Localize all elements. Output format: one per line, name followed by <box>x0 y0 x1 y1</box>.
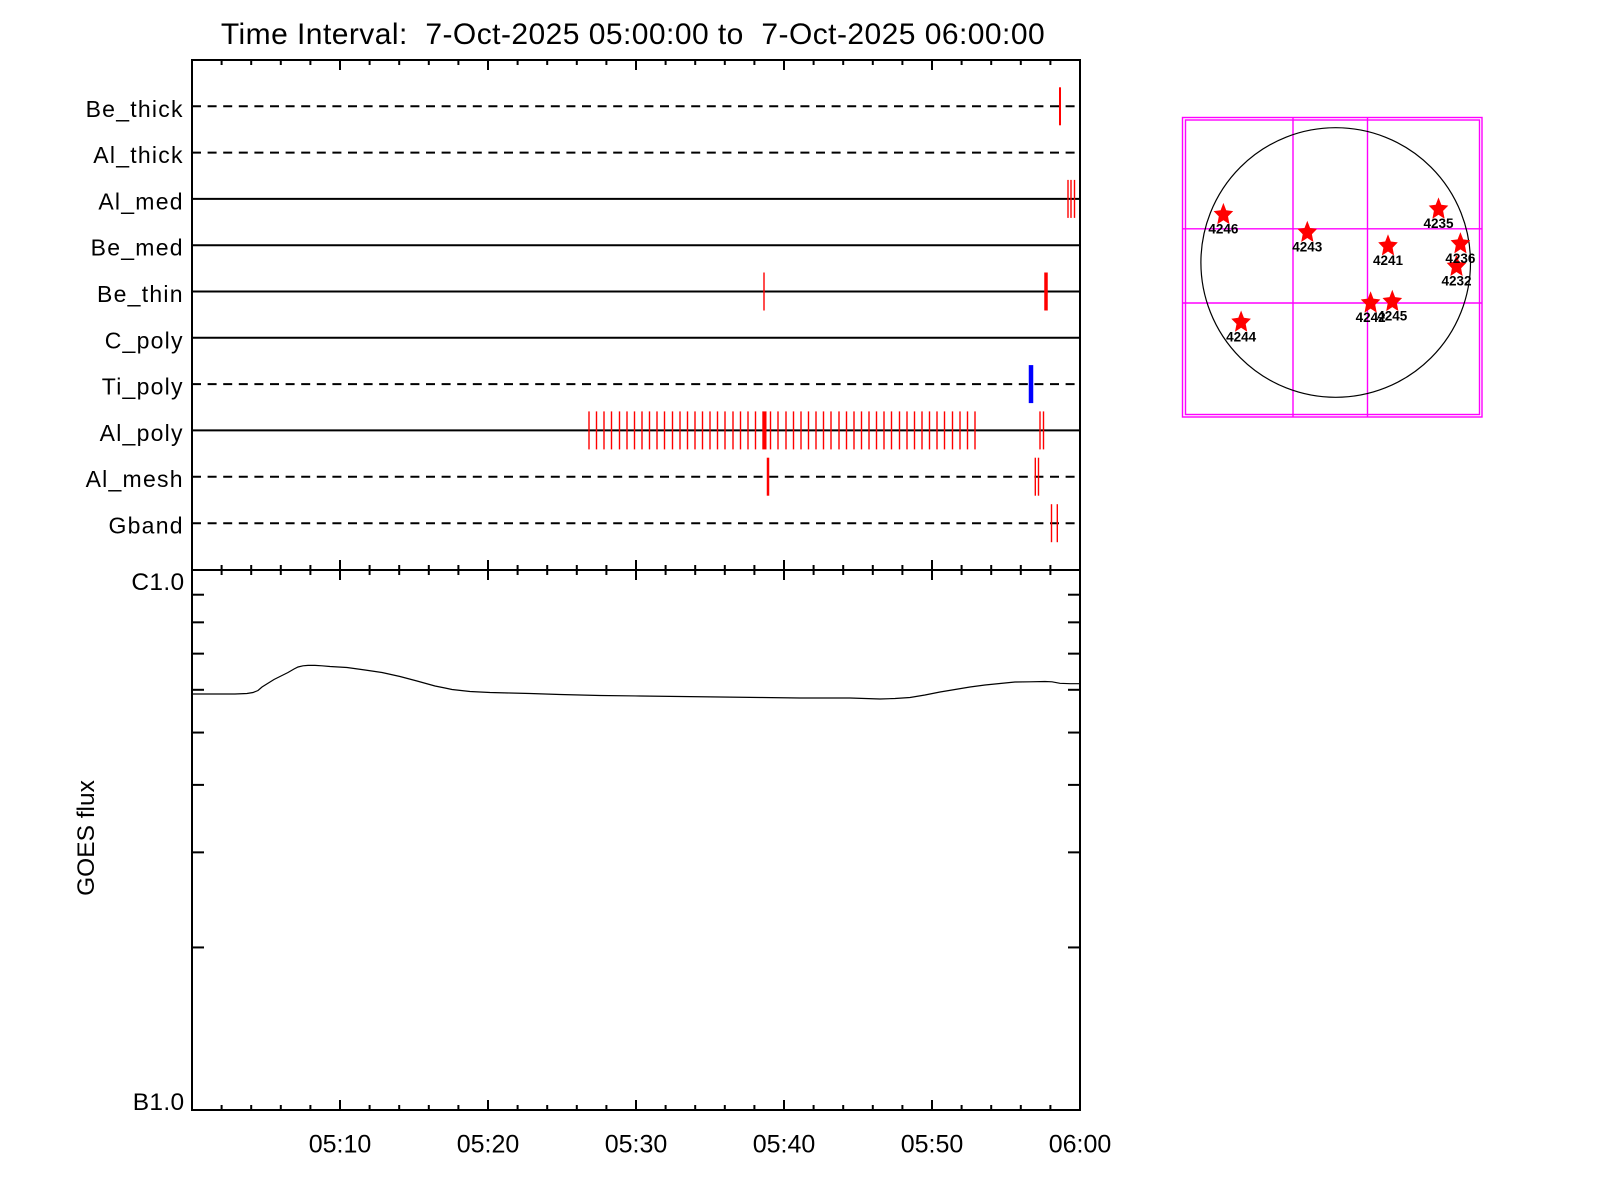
svg-text:4232: 4232 <box>1441 274 1471 289</box>
svg-text:4245: 4245 <box>1377 309 1408 324</box>
svg-text:05:50: 05:50 <box>901 1131 964 1159</box>
svg-text:Al_poly: Al_poly <box>100 420 184 446</box>
svg-text:05:10: 05:10 <box>309 1131 372 1159</box>
svg-text:Be_med: Be_med <box>91 235 184 261</box>
svg-text:4242: 4242 <box>1356 310 1386 325</box>
svg-text:Time Interval: 7-Oct-2025 05:: Time Interval: 7-Oct-2025 05:00:00 to 7-… <box>221 18 1045 51</box>
svg-text:4246: 4246 <box>1208 222 1239 237</box>
svg-text:Ti_poly: Ti_poly <box>102 374 184 400</box>
svg-text:4241: 4241 <box>1373 253 1404 268</box>
svg-text:05:30: 05:30 <box>605 1131 668 1159</box>
svg-text:GOES flux: GOES flux <box>73 780 100 896</box>
svg-text:4243: 4243 <box>1292 240 1323 255</box>
svg-text:C1.0: C1.0 <box>131 569 184 596</box>
svg-text:Be_thin: Be_thin <box>97 281 184 307</box>
svg-text:06:00: 06:00 <box>1049 1131 1112 1159</box>
svg-text:05:40: 05:40 <box>753 1131 816 1159</box>
svg-text:Gband: Gband <box>108 513 183 539</box>
svg-text:B1.0: B1.0 <box>133 1089 185 1116</box>
svg-text:Be_thick: Be_thick <box>86 96 184 122</box>
svg-text:Al_med: Al_med <box>98 188 183 214</box>
svg-text:Al_thick: Al_thick <box>93 142 184 168</box>
svg-text:4236: 4236 <box>1445 251 1476 266</box>
svg-text:Al_mesh: Al_mesh <box>86 466 184 492</box>
svg-text:4235: 4235 <box>1423 216 1454 231</box>
svg-text:C_poly: C_poly <box>105 327 184 353</box>
svg-text:4244: 4244 <box>1226 329 1257 344</box>
svg-text:05:20: 05:20 <box>457 1131 520 1159</box>
